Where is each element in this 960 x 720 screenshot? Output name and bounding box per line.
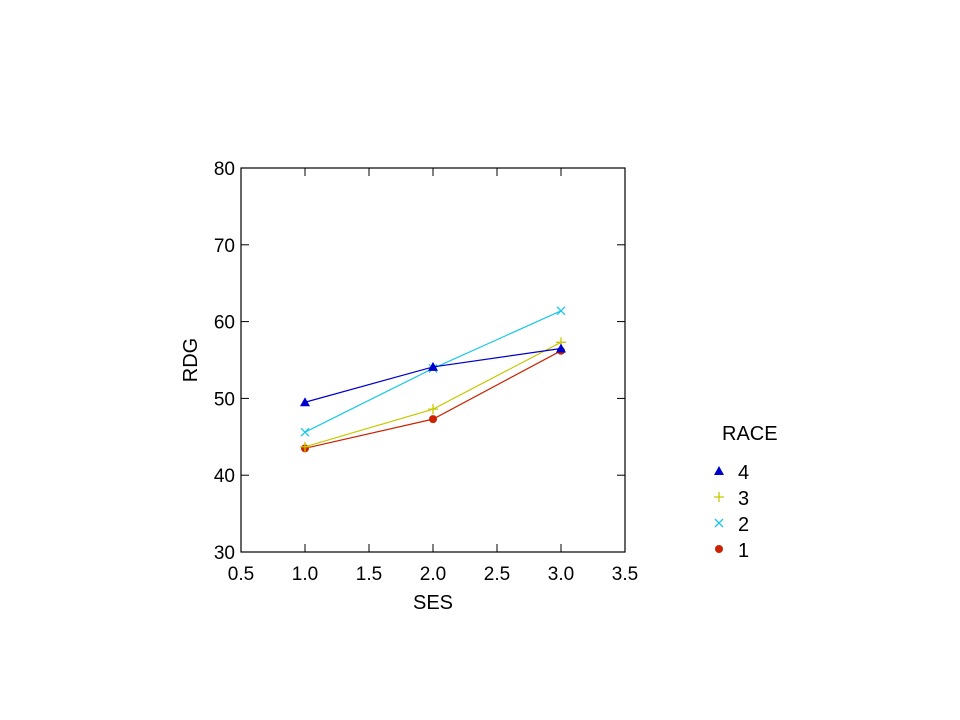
legend: 4 3 2 1 — [714, 462, 749, 562]
x-tick-label: 0.5 — [228, 564, 254, 585]
data-point-4 — [300, 397, 310, 407]
legend-label: 3 — [738, 488, 749, 510]
legend-label: 2 — [738, 514, 749, 536]
x-tick-label: 1.5 — [356, 564, 382, 585]
data-point-3 — [300, 441, 310, 452]
x-tick-label: 2.0 — [420, 564, 446, 585]
x-tick-label: 3.5 — [612, 564, 638, 585]
data-point-2 — [300, 427, 310, 437]
x-axis-label: SES — [413, 592, 453, 614]
legend-marker-3 — [714, 492, 724, 502]
plot-frame — [240, 167, 626, 553]
series-3 — [300, 337, 566, 452]
y-axis-label: RDG — [180, 338, 202, 382]
legend-title: RACE — [722, 423, 778, 445]
legend-label: 1 — [738, 540, 749, 562]
legend-marker-1 — [715, 545, 723, 553]
x-tick-label: 3.0 — [548, 564, 574, 585]
y-tick-label: 60 — [214, 313, 235, 334]
data-point-2 — [556, 306, 566, 316]
legend-marker-4 — [714, 466, 724, 475]
y-tick-label: 40 — [214, 466, 235, 487]
legend-marker-2 — [714, 518, 724, 528]
series-line-4 — [304, 347, 562, 403]
x-tick-label: 1.0 — [292, 564, 318, 585]
series-layer — [300, 306, 566, 453]
y-tick-label: 80 — [214, 159, 235, 180]
y-tick-label: 50 — [214, 389, 235, 410]
legend-label: 4 — [738, 462, 749, 484]
y-tick-label: 70 — [214, 236, 235, 257]
y-tick-label: 30 — [214, 543, 235, 564]
data-point-3 — [428, 404, 438, 415]
data-point-4 — [428, 361, 438, 371]
series-4 — [300, 343, 566, 407]
data-point-4 — [556, 343, 566, 353]
series-line-3 — [304, 341, 562, 448]
ticks: 0.5 1.0 1.5 2.0 2.5 3.0 3.5 30 40 50 60 70 80 — [214, 159, 638, 585]
x-tick-label: 2.5 — [484, 564, 510, 585]
data-point-1 — [429, 415, 437, 424]
